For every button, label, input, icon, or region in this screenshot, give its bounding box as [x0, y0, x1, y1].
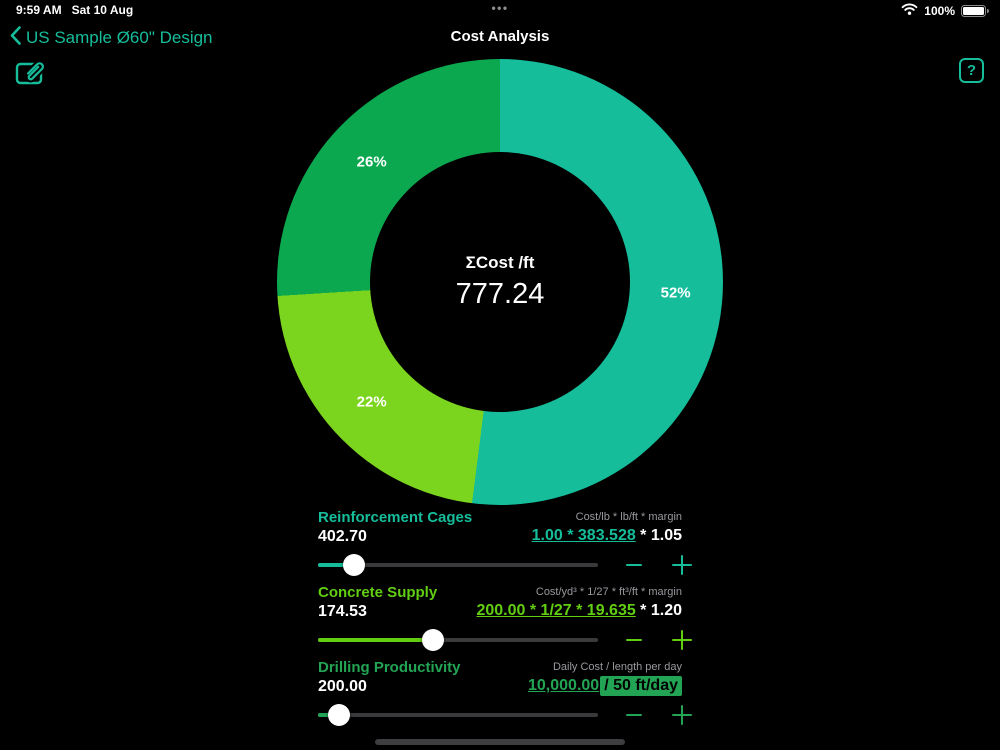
row-caption: Cost/yd³ * 1/27 * ft³/ft * margin: [535, 586, 682, 598]
formula-link[interactable]: 10,000.00: [528, 677, 600, 694]
slice-label: 26%: [356, 153, 387, 171]
plus-button[interactable]: [670, 553, 694, 577]
slider-knob[interactable]: [328, 704, 350, 726]
cost-slider[interactable]: [318, 704, 598, 726]
slice-label: 52%: [660, 284, 691, 302]
row-formula: 200.00 * 1/27 * 19.635 * 1.20: [476, 601, 682, 621]
row-concrete-supply: Concrete Supply 174.53 Cost/yd³ * 1/27 *…: [318, 584, 692, 659]
date: Sat 10 Aug: [71, 3, 134, 17]
row-label: Drilling Productivity: [318, 659, 461, 676]
status-bar: 9:59 AM Sat 10 Aug ••• 100%: [0, 0, 1000, 22]
plus-button[interactable]: [670, 628, 694, 652]
home-indicator[interactable]: [375, 739, 625, 745]
row-caption: Cost/lb * lb/ft * margin: [575, 511, 682, 523]
slider-knob[interactable]: [421, 629, 444, 651]
back-label: US Sample Ø60" Design: [26, 28, 213, 47]
row-formula: 10,000.00 / 50 ft/day: [528, 676, 682, 696]
row-value: 402.70: [318, 528, 367, 545]
minus-button[interactable]: [624, 630, 644, 650]
slider-track[interactable]: [318, 638, 598, 642]
formula-chip[interactable]: / 50 ft/day: [600, 676, 682, 696]
row-label: Reinforcement Cages: [318, 509, 473, 526]
plus-button[interactable]: [670, 703, 694, 727]
row-value: 200.00: [318, 678, 367, 695]
row-label: Concrete Supply: [318, 584, 438, 601]
battery-icon: [961, 4, 989, 17]
slice-label: 22%: [356, 393, 387, 411]
donut-center: ΣCost /ft 777.24: [370, 152, 630, 412]
row-value: 174.53: [318, 603, 367, 620]
row-drilling-productivity: Drilling Productivity 200.00 Daily Cost …: [318, 659, 692, 734]
question-mark-icon: ?: [966, 62, 977, 79]
cost-slider[interactable]: [318, 629, 598, 651]
multitasking-dots[interactable]: •••: [491, 1, 509, 15]
paperclip-board-icon: [14, 60, 48, 92]
formula-rest: * 1.20: [635, 602, 682, 619]
formula-link[interactable]: 200.00 * 1/27 * 19.635: [476, 602, 636, 619]
slider-track[interactable]: [318, 713, 598, 717]
minus-button[interactable]: [624, 705, 644, 725]
attach-button[interactable]: [14, 56, 48, 93]
cost-controls: Reinforcement Cages 402.70 Cost/lb * lb/…: [318, 509, 692, 734]
clock: 9:59 AM: [16, 3, 62, 17]
donut-center-value: 777.24: [455, 278, 545, 310]
back-button[interactable]: US Sample Ø60" Design: [10, 26, 213, 50]
formula-link[interactable]: 1.00 * 383.528: [531, 527, 636, 544]
wifi-icon: [901, 3, 918, 18]
battery-percent: 100%: [924, 3, 955, 18]
slider-knob[interactable]: [343, 554, 366, 576]
slider-fill: [318, 638, 433, 642]
cost-slider[interactable]: [318, 554, 598, 576]
chevron-left-icon: [10, 26, 21, 50]
page-title: Cost Analysis: [450, 28, 550, 45]
formula-rest: * 1.05: [635, 527, 682, 544]
minus-button[interactable]: [624, 555, 644, 575]
row-caption: Daily Cost / length per day: [552, 661, 682, 673]
help-button[interactable]: ?: [959, 58, 984, 83]
row-reinforcement-cages: Reinforcement Cages 402.70 Cost/lb * lb/…: [318, 509, 692, 584]
donut-chart: ΣCost /ft 777.24 52% 22% 26%: [277, 59, 723, 505]
row-formula: 1.00 * 383.528 * 1.05: [532, 526, 682, 546]
slider-track[interactable]: [318, 563, 598, 567]
slider-fill: [318, 563, 355, 567]
donut-center-label: ΣCost /ft: [465, 253, 535, 272]
